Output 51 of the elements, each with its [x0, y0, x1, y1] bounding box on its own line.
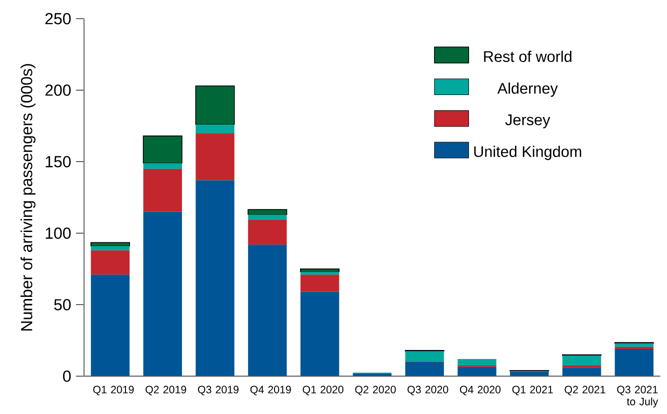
y-tick-label: 50 [54, 298, 71, 310]
bar [248, 209, 288, 215]
x-tick-label: Q2 2021 [564, 386, 606, 396]
bar [614, 343, 654, 347]
bar [562, 368, 602, 376]
bar [143, 163, 182, 169]
bar [248, 220, 287, 245]
bar [143, 168, 182, 212]
x-tick-label: Q4 2020 [460, 386, 501, 396]
x-tick-label: Q1 2020 [302, 386, 344, 396]
legend-label: United Kingdom [474, 146, 582, 160]
bar [300, 274, 340, 292]
y-tick-label: 150 [46, 156, 71, 168]
legend-label: Rest of world [484, 50, 572, 62]
bar [562, 365, 602, 368]
y-tick-label: 100 [46, 227, 71, 239]
bar [90, 250, 130, 275]
bar [248, 244, 287, 376]
bar [458, 358, 496, 366]
legend-label: Jersey [505, 114, 550, 128]
bar [458, 366, 496, 376]
bar [196, 132, 234, 180]
bar [300, 268, 340, 272]
x-tick-label: Q2 2019 [146, 386, 186, 396]
bar [142, 135, 182, 164]
bar [195, 85, 235, 125]
x-tick-label: Q1 2021 [512, 386, 553, 396]
bar [405, 362, 444, 376]
legend-label: Alderney [497, 82, 558, 97]
bar [196, 124, 234, 133]
bar [614, 348, 654, 376]
y-tick-label: 0 [63, 370, 71, 382]
x-tick-label: Q3 2019 [198, 386, 239, 396]
bar [300, 292, 340, 376]
bar [248, 214, 287, 220]
bar [90, 246, 130, 250]
bar [90, 242, 130, 246]
bar [562, 355, 602, 366]
y-axis-title: Number of arriving passengers (000s) [20, 64, 36, 330]
x-tick-label: Q2 2020 [355, 386, 396, 396]
bar [196, 180, 234, 376]
bar [90, 274, 130, 376]
x-tick-label: Q4 2019 [250, 386, 291, 396]
y-tick-label: 250 [45, 12, 71, 24]
bar [510, 372, 549, 376]
x-tick-label: Q3 2021 to July [617, 386, 658, 408]
bar [405, 351, 444, 362]
y-tick-label: 200 [45, 84, 71, 96]
bar [143, 212, 182, 376]
x-tick-label: Q3 2020 [408, 386, 448, 396]
x-tick-label: Q1 2019 [93, 386, 134, 396]
